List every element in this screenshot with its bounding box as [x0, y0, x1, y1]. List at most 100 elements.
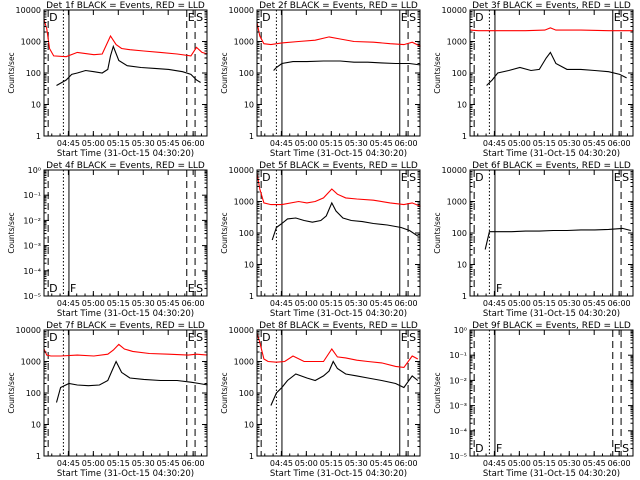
y-axis-label: Counts/sec	[433, 212, 442, 253]
y-tick-label: 100	[26, 389, 41, 398]
marker-label: E	[188, 331, 195, 344]
y-axis-label: Counts/sec	[7, 52, 16, 93]
x-axis-label: Start Time (31-Oct-15 04:30:20)	[270, 469, 407, 479]
y-tick-label: 10⁻⁵	[23, 292, 41, 301]
panel-title: Det 4f BLACK = Events, RED = LLD	[46, 161, 205, 171]
x-tick-label: 05:15	[533, 139, 556, 148]
x-tick-label: 06:00	[395, 299, 418, 308]
panel-title: Det 5f BLACK = Events, RED = LLD	[259, 161, 418, 171]
panel-title: Det 6f BLACK = Events, RED = LLD	[472, 161, 631, 171]
y-tick-label: 10⁻⁴	[23, 267, 41, 276]
x-tick-label: 06:00	[395, 459, 418, 468]
y-tick-label: 1000	[447, 198, 467, 207]
y-tick-label: 10⁻²	[449, 376, 467, 385]
series-line-events	[273, 60, 421, 71]
marker-label: S	[622, 11, 629, 24]
marker-label: S	[622, 171, 629, 184]
y-axis-label: Counts/sec	[433, 372, 442, 413]
series-line-events	[271, 201, 419, 241]
y-tick-label: 1	[249, 132, 254, 141]
x-tick-label: 05:00	[82, 139, 105, 148]
x-tick-label: 04:45	[270, 459, 293, 468]
plot-frame	[469, 329, 634, 457]
y-tick-label: 1000	[234, 358, 254, 367]
y-axis-label: Counts/sec	[220, 212, 229, 253]
x-axis-label: Start Time (31-Oct-15 04:30:20)	[57, 469, 194, 479]
x-axis-label: Start Time (31-Oct-15 04:30:20)	[483, 469, 620, 479]
marker-label: E	[188, 11, 195, 24]
series-line-lld	[43, 19, 208, 58]
marker-label: S	[622, 442, 629, 455]
x-tick-label: 05:30	[345, 459, 368, 468]
marker-label: E	[188, 282, 195, 295]
x-tick-label: 05:15	[320, 299, 343, 308]
x-tick-label: 05:45	[370, 459, 393, 468]
x-tick-label: 06:00	[395, 139, 418, 148]
y-tick-label: 10⁻⁴	[449, 427, 467, 436]
plot-frame	[43, 169, 208, 297]
x-tick-label: 05:30	[558, 299, 581, 308]
x-tick-label: 04:45	[483, 139, 506, 148]
marker-label: E	[614, 171, 621, 184]
marker-label: F	[70, 282, 76, 295]
x-tick-label: 05:15	[533, 459, 556, 468]
marker-label: S	[409, 11, 416, 24]
x-tick-label: 04:45	[483, 299, 506, 308]
panel-title: Det 9f BLACK = Events, RED = LLD	[472, 321, 631, 331]
y-tick-label: 1	[462, 292, 467, 301]
x-tick-label: 06:00	[608, 139, 631, 148]
x-tick-label: 05:00	[508, 459, 531, 468]
x-tick-label: 05:45	[370, 139, 393, 148]
series-line-lld	[256, 332, 419, 368]
x-tick-label: 05:00	[295, 139, 318, 148]
panel-title: Det 8f BLACK = Events, RED = LLD	[259, 321, 418, 331]
y-tick-label: 100	[452, 229, 467, 238]
x-tick-label: 05:30	[132, 459, 155, 468]
y-tick-label: 10000	[16, 6, 41, 15]
detector-panel-9: Det 9f BLACK = Events, RED = LLD D F E S 10⁻⁵…	[433, 321, 634, 479]
x-tick-label: 04:45	[270, 139, 293, 148]
x-tick-label: 04:45	[57, 299, 80, 308]
marker-label: D	[475, 171, 483, 184]
series-line-events	[270, 360, 419, 406]
y-tick-label: 1000	[21, 358, 41, 367]
x-axis-label: Start Time (31-Oct-15 04:30:20)	[57, 149, 194, 159]
x-tick-label: 05:45	[157, 459, 180, 468]
y-tick-label: 10	[457, 261, 467, 270]
x-tick-label: 05:30	[558, 459, 581, 468]
y-tick-label: 100	[239, 389, 254, 398]
x-tick-label: 05:00	[295, 459, 318, 468]
x-tick-label: 05:15	[107, 459, 130, 468]
x-tick-label: 05:00	[82, 299, 105, 308]
y-tick-label: 1000	[447, 38, 467, 47]
y-axis-label: Counts/sec	[433, 52, 442, 93]
marker-label: F	[496, 282, 502, 295]
series-line-lld	[43, 343, 208, 357]
y-tick-label: 1	[36, 132, 41, 141]
series-line-events	[56, 44, 201, 86]
y-tick-label: 10⁻¹	[23, 191, 41, 200]
y-tick-label: 10⁻⁵	[449, 452, 467, 461]
x-tick-label: 05:00	[508, 299, 531, 308]
marker-label: D	[262, 171, 270, 184]
y-axis-label: Counts/sec	[220, 372, 229, 413]
y-tick-label: 10000	[229, 6, 254, 15]
panel-title: Det 3f BLACK = Events, RED = LLD	[472, 1, 631, 11]
detector-panel-4: Det 4f BLACK = Events, RED = LLD D F E S 10⁻⁵…	[7, 161, 208, 319]
y-tick-label: 100	[452, 69, 467, 78]
x-axis-label: Start Time (31-Oct-15 04:30:20)	[483, 309, 620, 319]
marker-label: D	[262, 11, 270, 24]
series-line-events	[486, 51, 627, 86]
y-tick-label: 1000	[234, 198, 254, 207]
x-axis-label: Start Time (31-Oct-15 04:30:20)	[57, 309, 194, 319]
series-line-events	[484, 227, 631, 250]
marker-label: D	[262, 331, 270, 344]
y-tick-label: 10000	[442, 166, 467, 175]
y-tick-label: 100	[26, 69, 41, 78]
y-tick-label: 1	[36, 452, 41, 461]
x-tick-label: 05:15	[320, 139, 343, 148]
y-tick-label: 10	[244, 261, 254, 270]
x-axis-label: Start Time (31-Oct-15 04:30:20)	[270, 149, 407, 159]
